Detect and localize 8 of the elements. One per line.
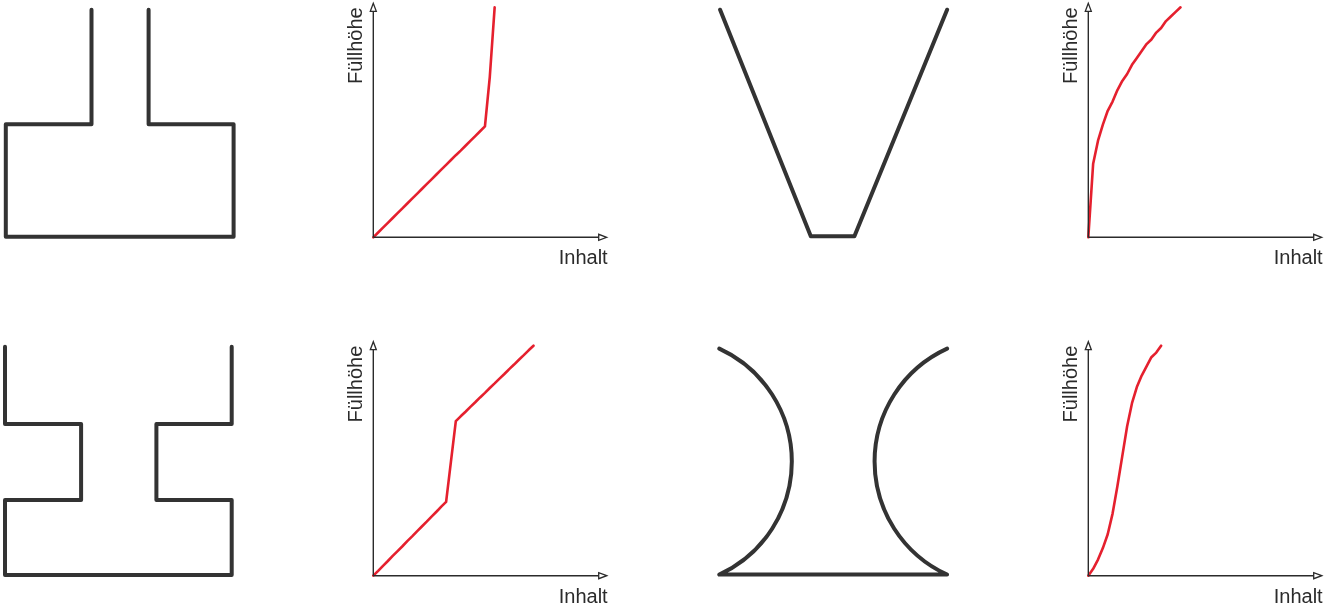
y-axis-title: Füllhöhe	[1059, 345, 1082, 423]
x-axis-title: Inhalt	[558, 246, 609, 269]
x-axis-title: Inhalt	[1273, 246, 1324, 269]
y-axis-title: Füllhöhe	[1059, 7, 1082, 85]
x-axis-title: Inhalt	[558, 584, 609, 607]
x-axis-title: Inhalt	[1273, 584, 1324, 607]
y-axis-title: Füllhöhe	[344, 7, 367, 85]
y-axis-title: Füllhöhe	[344, 345, 367, 423]
